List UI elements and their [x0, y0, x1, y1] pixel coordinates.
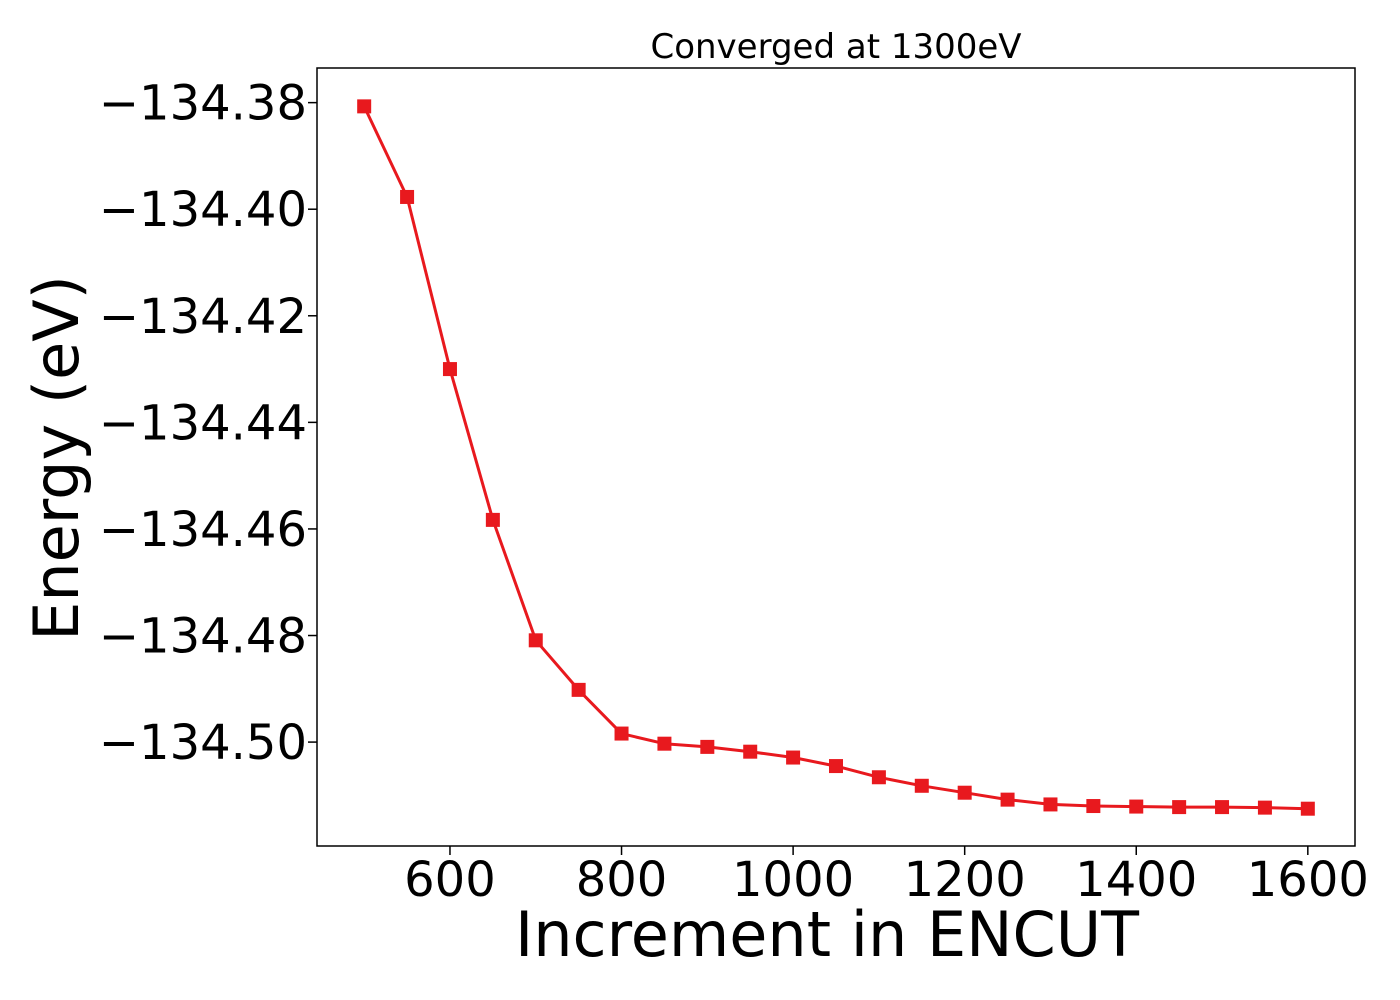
- y-tick-label: −134.38: [99, 76, 307, 132]
- data-point-marker: [829, 759, 843, 774]
- data-point-marker: [1215, 800, 1230, 815]
- data-point-marker: [1172, 800, 1187, 815]
- data-point-marker: [700, 739, 715, 754]
- data-point-marker: [614, 726, 629, 741]
- y-tick-label: −134.44: [99, 395, 307, 451]
- x-tick-label: 1200: [904, 852, 1026, 908]
- x-tick-label: 600: [404, 852, 496, 908]
- data-point-marker: [485, 512, 500, 527]
- y-tick-label: −134.42: [99, 289, 307, 345]
- data-point-marker: [743, 744, 758, 759]
- x-tick-label: 1000: [732, 852, 854, 908]
- data-point-marker: [528, 633, 543, 648]
- data-point-marker: [957, 785, 972, 800]
- data-point-marker: [871, 770, 886, 785]
- data-point-marker: [1000, 792, 1015, 807]
- data-point-marker: [914, 778, 929, 793]
- y-tick-label: −134.46: [99, 502, 307, 558]
- data-point-marker: [1086, 799, 1101, 814]
- data-point-marker: [1300, 801, 1315, 816]
- data-point-marker: [357, 99, 372, 114]
- data-point-marker: [1043, 797, 1058, 812]
- y-tick-label: −134.50: [99, 715, 307, 771]
- chart-title: Converged at 1300eV: [650, 27, 1021, 67]
- y-tick-label: −134.48: [99, 609, 307, 665]
- y-axis-label: Energy (eV): [20, 275, 93, 641]
- data-point-marker: [1257, 800, 1272, 815]
- x-axis-label: Increment in ENCUT: [515, 898, 1140, 971]
- plot-frame: [316, 67, 1356, 847]
- data-point-marker: [786, 750, 801, 765]
- x-axis-ticks: 600 800 1000 1200 1400 1600: [404, 846, 1369, 908]
- data-point-marker: [400, 189, 415, 204]
- plot-layer: [357, 99, 1315, 816]
- y-axis-ticks: −134.38 −134.40 −134.42 −134.44 −134.46 −134.…: [99, 76, 317, 771]
- data-point-marker: [442, 362, 457, 377]
- x-tick-label: 1400: [1075, 852, 1197, 908]
- data-point-marker: [571, 682, 586, 697]
- data-point-marker: [1129, 799, 1144, 814]
- data-point-marker: [657, 736, 672, 751]
- x-tick-label: 1600: [1247, 852, 1369, 908]
- y-tick-label: −134.40: [99, 182, 307, 238]
- x-tick-label: 800: [576, 852, 668, 908]
